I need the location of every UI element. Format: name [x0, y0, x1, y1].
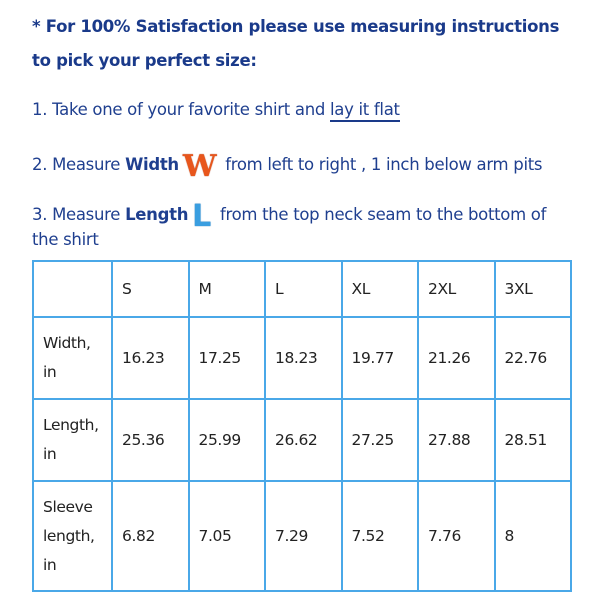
row-label-line: Length,	[43, 416, 99, 434]
row-label-line: in	[43, 363, 57, 381]
table-cell: 21.26	[417, 316, 496, 400]
step-3-prefix: 3. Measure	[32, 205, 126, 224]
table-cell: 26.62	[264, 398, 343, 482]
step-3: 3. Measure Length L from the top neck sea…	[32, 199, 546, 234]
row-label-line: in	[43, 445, 57, 463]
table-cell: 16.23	[111, 316, 190, 400]
table-cell: 27.88	[417, 398, 496, 482]
step-3-continued: the shirt	[32, 230, 99, 249]
table-cell: 27.25	[340, 398, 419, 482]
table-cell: 19.77	[340, 316, 419, 400]
table-row: Length, in 25.36 25.99 26.62 27.25 27.88 …	[32, 398, 572, 482]
table-cell: 25.99	[187, 398, 266, 482]
header-cell: 3XL	[493, 260, 572, 318]
width-w-icon: W	[182, 149, 217, 184]
row-label-line: Sleeve	[43, 497, 93, 516]
table-cell: 17.25	[187, 316, 266, 400]
header-cell: 2XL	[417, 260, 496, 318]
row-label: Length, in	[32, 398, 113, 482]
step-1: 1. Take one of your favorite shirt and l…	[32, 100, 400, 122]
row-label-line: Width,	[43, 334, 91, 352]
step-2-bold: Width	[125, 155, 179, 174]
table-cell: 22.76	[493, 316, 572, 400]
row-label: Sleeve length, in	[32, 480, 113, 592]
header-cell: S	[111, 260, 190, 318]
table-cell: 8	[493, 480, 572, 592]
header-cell: XL	[340, 260, 419, 318]
step-2-suffix: from left to right , 1 inch below arm pi…	[220, 155, 543, 174]
table-cell: 7.76	[417, 480, 496, 592]
table-cell: 6.82	[111, 480, 190, 592]
table-row: Width, in 16.23 17.25 18.23 19.77 21.26 2…	[32, 316, 572, 400]
header-cell	[32, 260, 113, 318]
step-1-text: 1. Take one of your favorite shirt and	[32, 100, 330, 119]
header-cell: M	[187, 260, 266, 318]
row-label-line: in	[43, 555, 57, 574]
step-2-prefix: 2. Measure	[32, 155, 126, 174]
step-2: 2. Measure Width W from left to right , 1…	[32, 149, 543, 184]
table-row: Sleeve length, in 6.82 7.05 7.29 7.52 7.76…	[32, 480, 572, 592]
table-cell: 25.36	[111, 398, 190, 482]
step-3-suffix: from the top neck seam to the bottom of	[215, 205, 547, 224]
table-cell: 7.29	[264, 480, 343, 592]
table-cell: 7.52	[340, 480, 419, 592]
intro-line-2: to pick your perfect size:	[32, 51, 257, 70]
intro-line-1: * For 100% Satisfaction please use measu…	[32, 17, 560, 36]
table-cell: 18.23	[264, 316, 343, 400]
lay-it-flat-link[interactable]: lay it flat	[330, 100, 400, 122]
size-chart-table: S M L XL 2XL 3XL Width, in 16.23 17.25 18…	[32, 260, 572, 592]
header-row: S M L XL 2XL 3XL	[32, 260, 572, 318]
step-3-bold: Length	[125, 205, 189, 224]
row-label: Width, in	[32, 316, 113, 400]
table-cell: 7.05	[187, 480, 266, 592]
header-cell: L	[264, 260, 343, 318]
row-label-line: length,	[43, 526, 95, 545]
length-l-icon: L	[192, 199, 211, 234]
table-cell: 28.51	[493, 398, 572, 482]
